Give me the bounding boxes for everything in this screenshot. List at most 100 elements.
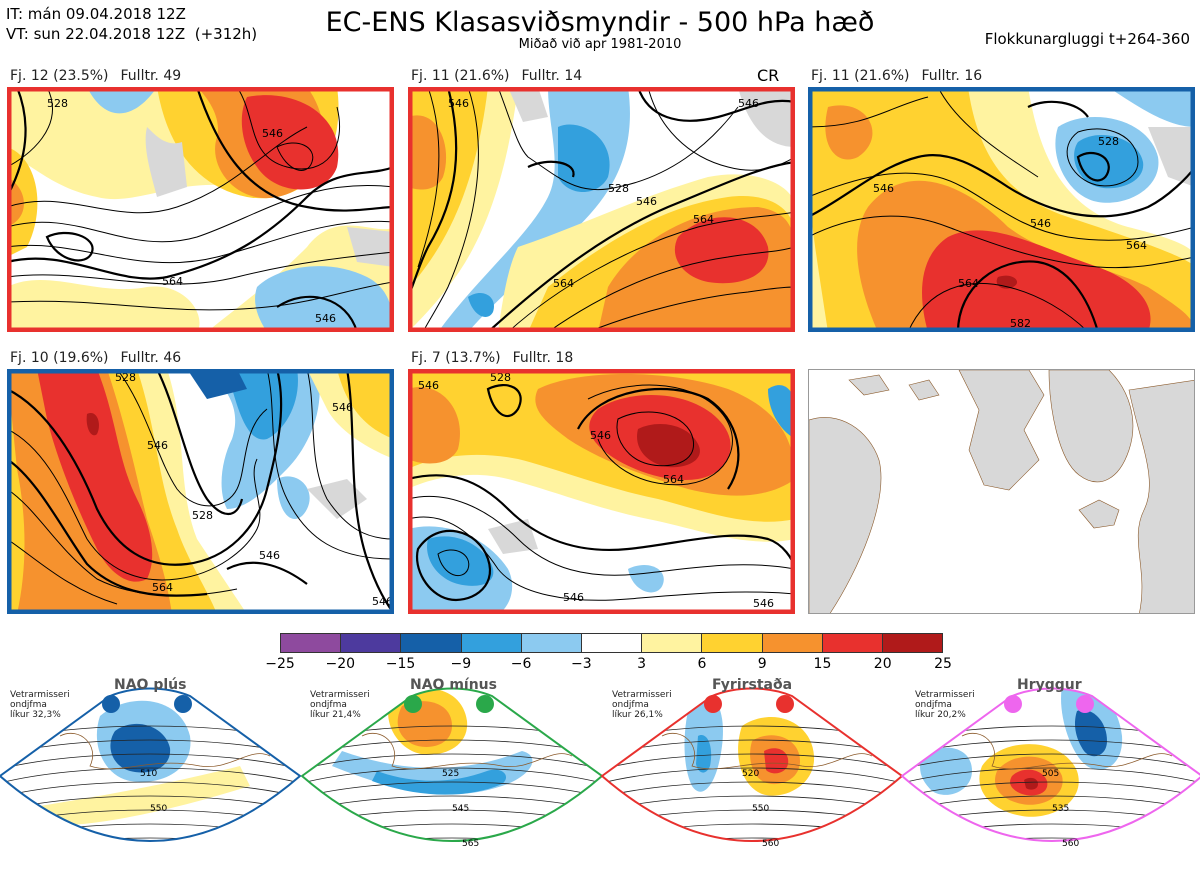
- regime-4-note: Vetrarmisseri ondjfma líkur 20,2%: [915, 690, 975, 720]
- panel-5-label: Fj. 7 (13.7%) Fulltr. 18: [411, 350, 574, 366]
- header-times: IT: mán 09.04.2018 12Z VT: sun 22.04.2018…: [6, 4, 257, 44]
- regime-contour-label: 535: [1052, 804, 1069, 814]
- colorbar: [280, 633, 943, 653]
- regime-contour-label: 560: [762, 839, 779, 849]
- colorbar-tick-label: 20: [873, 656, 892, 672]
- regime-marker-dot: [476, 695, 494, 713]
- colorbar-tick-label: 25: [934, 656, 952, 672]
- colorbar-tick-label: 15: [813, 656, 832, 672]
- regime-marker-dot: [1076, 695, 1094, 713]
- panel-3-contour-label: 582: [1010, 317, 1031, 330]
- colorbar-swatch: [281, 634, 342, 652]
- regime-3-name: Fyrirstaða: [712, 677, 793, 693]
- panel-2-contour-label: 564: [553, 277, 574, 290]
- regime-contour-label: 510: [140, 769, 157, 779]
- regime-contour-label: 560: [1062, 839, 1079, 849]
- regime-map-4: 505 535 560: [900, 687, 1200, 849]
- regime-2-note: Vetrarmisseri ondjfma líkur 21,4%: [310, 690, 370, 720]
- regime-marker-dot: [704, 695, 722, 713]
- panel-5-contour-label: 546: [563, 591, 584, 604]
- panel-3-contour-label: 546: [1030, 217, 1051, 230]
- panel-5-contour-label: 546: [590, 429, 611, 442]
- regime-contour-label: 545: [452, 804, 469, 814]
- panel-frame: [7, 87, 394, 332]
- panel-2-contour-label: 546: [448, 97, 469, 110]
- panel-4-contour-label: 528: [192, 509, 213, 522]
- panel-3-contour-label: 564: [958, 277, 979, 290]
- panel-3-contour-label: 528: [1098, 135, 1119, 148]
- panel-4-contour-label: 546: [372, 595, 393, 608]
- panel-1-contour-label: 528: [47, 97, 68, 110]
- colorbar-tick-label: −6: [510, 656, 532, 672]
- colorbar-swatch: [341, 634, 402, 652]
- regime-3-note: Vetrarmisseri ondjfma líkur 26,1%: [612, 690, 672, 720]
- regime-marker-dot: [1004, 695, 1022, 713]
- colorbar-swatch: [581, 634, 643, 652]
- valid-time: VT: sun 22.04.2018 12Z (+312h): [6, 25, 258, 43]
- regime-contour-label: 525: [442, 769, 459, 779]
- colorbar-swatch: [702, 634, 763, 652]
- panel-3-contour-label: 564: [1126, 239, 1147, 252]
- regime-2-name: NAO mínus: [410, 677, 497, 693]
- classification-window: Flokkunargluggi t+264-360: [984, 30, 1190, 48]
- regime-marker-dot: [102, 695, 120, 713]
- panel-frame: [7, 369, 394, 614]
- colorbar-swatch: [401, 634, 462, 652]
- regime-contour-label: 550: [150, 804, 167, 814]
- panel-5-contour-label: 564: [663, 473, 684, 486]
- panel-1-label: Fj. 12 (23.5%) Fulltr. 49: [10, 68, 182, 84]
- regime-1-name: NAO plús: [114, 677, 187, 693]
- base-map: [808, 369, 1195, 614]
- panel-4-contour-label: 546: [259, 549, 280, 562]
- panel-5-contour-label: 546: [753, 597, 774, 610]
- panel-frame: [408, 369, 795, 614]
- panel-frame: [408, 87, 795, 332]
- regime-marker-dot: [174, 695, 192, 713]
- page-subtitle: Miðað við apr 1981-2010: [518, 37, 682, 52]
- colorbar-swatch: [521, 634, 582, 652]
- init-time: IT: mán 09.04.2018 12Z: [6, 5, 186, 23]
- panel-3-contour-label: 546: [873, 182, 894, 195]
- panel-2-tag: CR: [757, 66, 780, 85]
- panel-3-label: Fj. 11 (21.6%) Fulltr. 16: [811, 68, 983, 84]
- panel-4-contour-label: 546: [332, 401, 353, 414]
- colorbar-swatch: [762, 634, 823, 652]
- panel-5-contour-label: 546: [418, 379, 439, 392]
- regime-4-name: Hryggur: [1017, 677, 1082, 693]
- panel-5-contour-label: 528: [490, 371, 511, 384]
- colorbar-tick-label: −20: [325, 656, 356, 672]
- regime-contour-label: 565: [462, 839, 479, 849]
- colorbar-tick-label: 3: [637, 656, 647, 672]
- cluster-map-2: 546 528 546 564 546 564: [408, 87, 795, 332]
- colorbar-tick-label: −25: [265, 656, 295, 672]
- colorbar-swatch: [461, 634, 522, 652]
- colorbar-swatch: [822, 634, 883, 652]
- colorbar-swatch: [882, 634, 943, 652]
- colorbar-tick-label: 9: [757, 656, 767, 672]
- panel-2-contour-label: 546: [636, 195, 657, 208]
- colorbar-tick-label: −9: [450, 656, 472, 672]
- panel-4-contour-label: 564: [152, 581, 173, 594]
- panel-4-contour-label: 528: [115, 371, 136, 384]
- regime-row: 510 550 525 545 565 520 550 560 505 535 560: [0, 676, 1200, 871]
- colorbar-tick-label: 6: [697, 656, 707, 672]
- panel-frame: [808, 87, 1195, 332]
- regime-contour-label: 520: [742, 769, 759, 779]
- colorbar-swatch: [642, 634, 703, 652]
- cluster-map-4: 528 546 528 546 546 564 546: [7, 369, 394, 614]
- page-title: EC-ENS Klasasviðsmyndir - 500 hPa hæð: [325, 7, 875, 38]
- panel-4-contour-label: 546: [147, 439, 168, 452]
- regime-marker-dot: [404, 695, 422, 713]
- cluster-map-1: 528 546 564 546: [7, 87, 394, 332]
- cluster-map-5: 546 528 546 564 546 546: [408, 369, 795, 614]
- regime-marker-dot: [776, 695, 794, 713]
- colorbar-tick-label: −3: [571, 656, 592, 672]
- regime-contour-label: 550: [752, 804, 769, 814]
- panel-1-contour-label: 546: [262, 127, 283, 140]
- colorbar-tick-label: −15: [385, 656, 416, 672]
- regime-contour-label: 505: [1042, 769, 1059, 779]
- cluster-map-3: 528 546 546 564 564 582: [808, 87, 1195, 332]
- regime-1-note: Vetrarmisseri ondjfma líkur 32,3%: [10, 690, 70, 720]
- panel-2-label: Fj. 11 (21.6%) Fulltr. 14: [411, 68, 583, 84]
- panel-1-contour-label: 546: [315, 312, 336, 325]
